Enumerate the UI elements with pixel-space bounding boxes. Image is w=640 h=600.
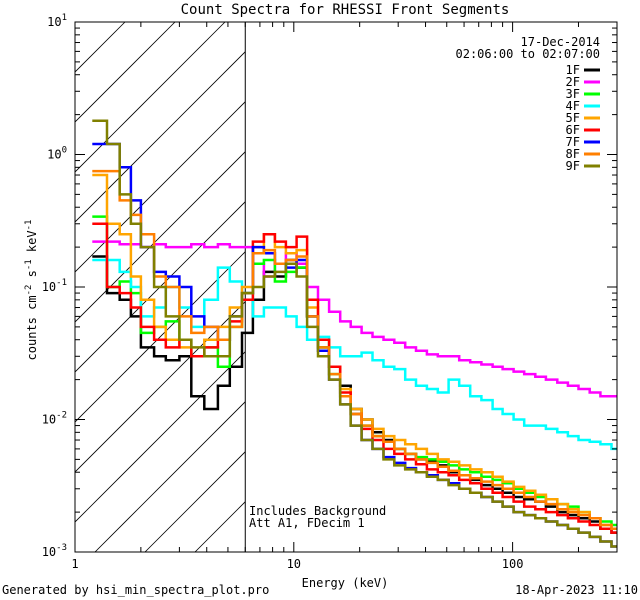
- annotation-attenuator: Att A1, FDecim 1: [249, 516, 365, 530]
- legend-label-3f: 3F: [566, 87, 580, 101]
- hatch-line: [295, 22, 640, 552]
- hatch-lines: [75, 22, 640, 552]
- y-axis-label-base: counts cm: [25, 295, 39, 360]
- y-tick-base: 10: [42, 545, 56, 559]
- series-line-1f: [92, 255, 617, 534]
- hatch-line: [75, 51, 246, 223]
- y-tick-exponent: -3: [56, 543, 67, 553]
- hatch-line: [94, 401, 246, 552]
- legend-label-8f: 8F: [566, 147, 580, 161]
- y-axis-label-sup3: -1: [24, 220, 34, 231]
- legend-label-2f: 2F: [566, 75, 580, 89]
- y-tick-exponent: -2: [56, 411, 67, 421]
- y-tick-exponent: -1: [56, 278, 67, 288]
- y-axis-label: counts cm-2 s-1 keV-1: [24, 220, 39, 361]
- y-tick-label: 101: [47, 13, 67, 29]
- y-tick-label: 10-2: [42, 411, 67, 427]
- hatch-line: [395, 22, 640, 552]
- y-tick-base: 10: [42, 280, 56, 294]
- legend-label-4f: 4F: [566, 99, 580, 113]
- series-line-7f: [92, 142, 617, 548]
- series-line-6f: [92, 222, 617, 534]
- background-hatch-region: [75, 22, 640, 552]
- x-tick-labels: 1 10 100: [71, 557, 523, 571]
- y-tick-label: 100: [47, 146, 67, 162]
- y-axis-label-kev: keV: [25, 230, 39, 259]
- series-line-8f: [92, 169, 617, 530]
- date-label: 17-Dec-2014: [521, 35, 600, 49]
- hatch-line: [75, 101, 246, 273]
- hatch-line: [144, 451, 246, 552]
- y-axis-label-s: s: [25, 270, 39, 284]
- series-line-9f: [92, 119, 617, 548]
- y-tick-base: 10: [47, 15, 61, 29]
- y-tick-exponent: 0: [62, 146, 67, 156]
- y-axis-label-sup1: -2: [24, 285, 34, 296]
- y-tick-label: 10-3: [42, 543, 67, 559]
- time-range-label: 02:06:00 to 02:07:00: [456, 47, 601, 61]
- annotation-background: Includes Background: [249, 504, 386, 518]
- hatch-line: [75, 301, 246, 473]
- x-tick-label: 1: [71, 557, 78, 571]
- series-line-4f: [92, 258, 617, 451]
- series-group: [92, 119, 617, 548]
- legend-label-7f: 7F: [566, 135, 580, 149]
- y-tick-label: 10-1: [42, 278, 67, 294]
- y-tick-exponent: 1: [62, 13, 67, 23]
- chart-title: Count Spectra for RHESSI Front Segments: [181, 2, 510, 18]
- hatch-line: [75, 251, 246, 423]
- x-tick-label: 100: [502, 557, 524, 571]
- legend-label-1f: 1F: [566, 63, 580, 77]
- y-tick-base: 10: [47, 148, 61, 162]
- hatch-line: [75, 351, 246, 523]
- series-line-3f: [92, 215, 617, 527]
- axis-ticks: [74, 21, 618, 553]
- legend-label-9f: 9F: [566, 159, 580, 173]
- legend-label-6f: 6F: [566, 123, 580, 137]
- x-axis-label: Energy (keV): [302, 576, 389, 590]
- x-tick-label: 10: [287, 557, 301, 571]
- footer-timestamp: 18-Apr-2023 11:10: [515, 583, 638, 597]
- series-line-2f: [92, 240, 617, 398]
- y-tick-base: 10: [42, 413, 56, 427]
- footer-generated-by: Generated by hsi_min_spectra_plot.pro: [2, 583, 269, 597]
- legend-label-5f: 5F: [566, 111, 580, 125]
- hatch-line: [75, 22, 176, 123]
- hatch-line: [545, 22, 640, 552]
- y-axis-label-sup2: -1: [24, 259, 34, 270]
- hatch-line: [75, 22, 226, 173]
